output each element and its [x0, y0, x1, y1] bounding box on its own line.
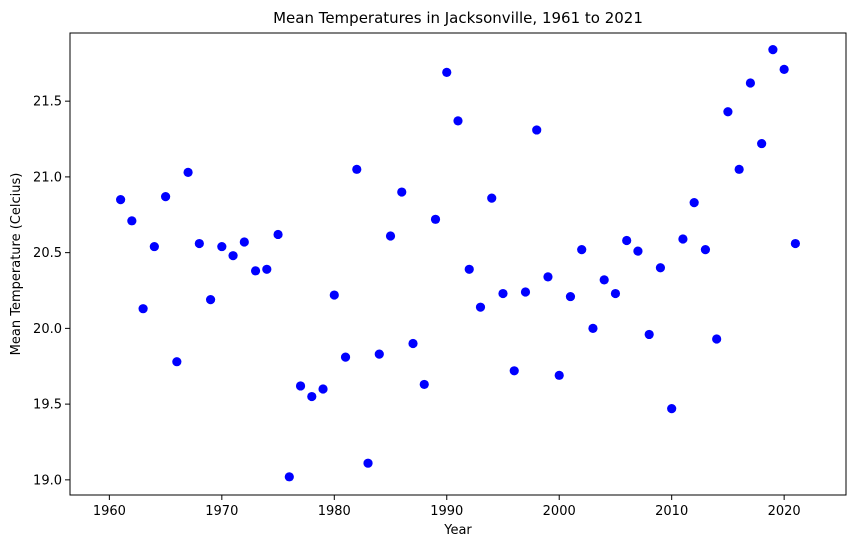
y-axis-title: Mean Temperature (Celcius): [9, 173, 24, 356]
data-point: [678, 234, 688, 244]
data-point: [610, 288, 621, 299]
data-point: [532, 125, 542, 135]
data-point: [734, 164, 744, 174]
data-point: [374, 349, 384, 359]
data-point: [295, 381, 306, 391]
data-point: [138, 304, 148, 314]
data-point: [116, 195, 126, 205]
data-point: [284, 472, 294, 482]
x-tick-label: 1970: [205, 504, 238, 519]
data-point: [419, 379, 429, 390]
data-point: [340, 352, 351, 362]
data-point: [453, 116, 463, 126]
data-point: [689, 198, 699, 208]
data-point: [239, 237, 249, 247]
data-point: [318, 384, 328, 394]
data-point: [588, 323, 598, 333]
data-point: [487, 193, 497, 203]
data-point: [723, 107, 733, 117]
chart-title: Mean Temperatures in Jacksonville, 1961 …: [273, 9, 643, 27]
data-point: [430, 214, 441, 224]
x-tick-label: 1990: [430, 504, 463, 519]
x-axis-title: Year: [443, 523, 472, 538]
data-point: [520, 287, 531, 297]
plot-frame: [69, 32, 847, 496]
data-point: [667, 404, 677, 414]
data-point: [768, 45, 778, 55]
data-point: [498, 288, 508, 299]
y-tick-label: 19.0: [33, 473, 62, 488]
data-point: [599, 275, 609, 285]
data-point: [172, 357, 182, 367]
y-tick-label: 20.0: [33, 322, 62, 337]
data-point: [273, 229, 283, 240]
data-point: [183, 167, 193, 177]
data-point: [779, 64, 789, 74]
y-tick-label: 21.0: [33, 170, 62, 185]
data-point: [408, 338, 418, 349]
data-point: [554, 370, 564, 380]
data-point: [385, 231, 396, 241]
x-tick-label: 2020: [768, 504, 801, 519]
data-point: [205, 294, 216, 305]
data-point: [363, 458, 373, 468]
data-point: [217, 241, 227, 252]
data-point: [250, 266, 261, 276]
data-point: [790, 238, 800, 249]
data-point: [644, 329, 654, 340]
x-tick-label: 1960: [93, 504, 126, 519]
data-point: [543, 272, 553, 282]
data-point: [397, 187, 407, 197]
data-point: [160, 191, 171, 202]
data-point: [329, 290, 339, 300]
y-tick-label: 19.5: [33, 398, 62, 413]
x-tick-label: 2000: [543, 504, 576, 519]
data-point: [712, 334, 722, 344]
data-point: [352, 164, 362, 174]
y-tick-label: 20.5: [33, 246, 62, 261]
data-point: [127, 216, 137, 226]
data-point: [565, 291, 576, 302]
data-point: [745, 78, 756, 88]
data-point: [577, 245, 587, 255]
x-tick-label: 1980: [318, 504, 351, 519]
data-point: [464, 264, 474, 274]
y-tick-label: 21.5: [33, 95, 62, 110]
data-point: [307, 391, 317, 402]
data-point: [228, 251, 238, 261]
data-point: [262, 264, 272, 274]
data-point: [442, 67, 452, 77]
data-point: [509, 366, 519, 376]
data-point: [622, 235, 632, 246]
data-point: [700, 245, 711, 255]
data-point: [655, 263, 666, 273]
data-point: [757, 138, 767, 149]
data-point: [633, 246, 643, 256]
x-tick-label: 2010: [655, 504, 688, 519]
data-point: [475, 302, 486, 312]
data-point: [194, 238, 204, 249]
data-point: [149, 241, 159, 252]
